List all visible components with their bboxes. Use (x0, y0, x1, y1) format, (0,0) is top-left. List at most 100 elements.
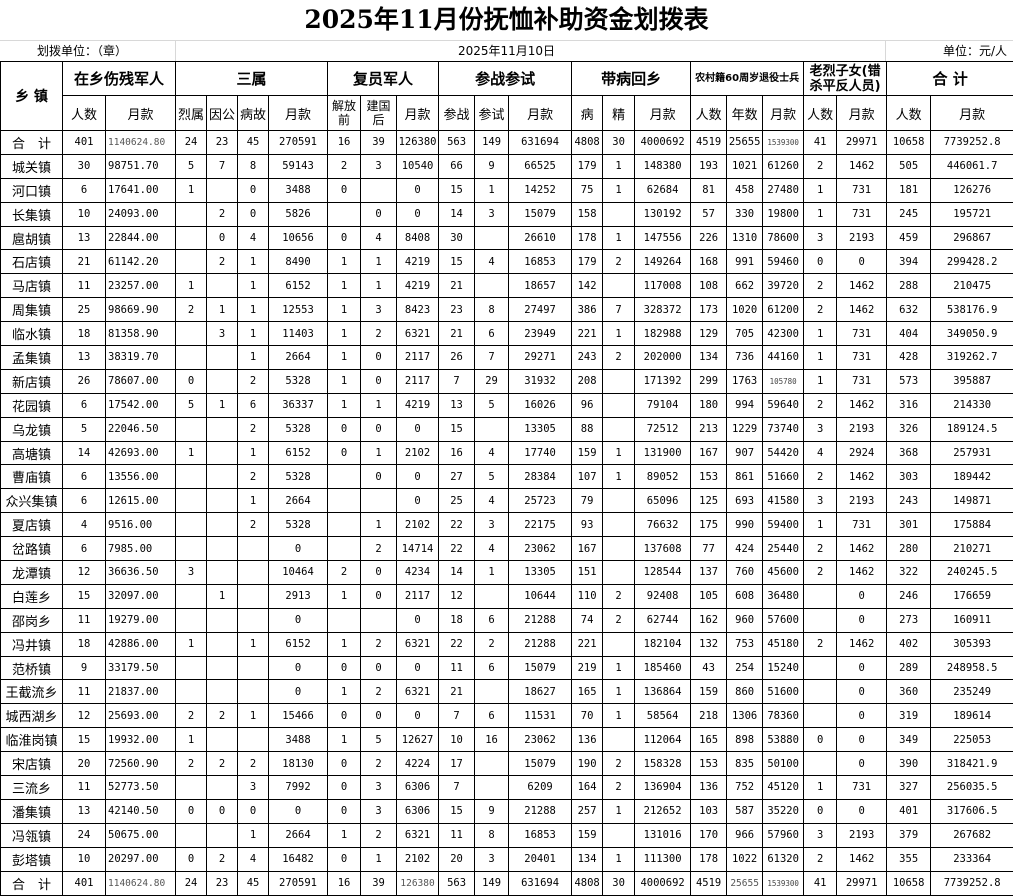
cell-月款: 8490 (269, 250, 328, 274)
cell-人数: 6 (63, 393, 106, 417)
cell-月款: 16026 (509, 393, 572, 417)
cell-参试 (475, 680, 509, 704)
cell-因公 (207, 537, 238, 561)
cell-月款: 2193 (837, 226, 887, 250)
cell-月款: 235249 (931, 680, 1013, 704)
cell-建国后: 1 (361, 441, 397, 465)
cell-月款: 6306 (397, 799, 439, 823)
cell-人数: 289 (887, 656, 931, 680)
cell-参试: 6 (475, 608, 509, 632)
cell-月款: 10540 (397, 154, 439, 178)
cell-人数: 12 (63, 561, 106, 585)
town-name: 马店镇 (1, 274, 63, 298)
cell-因公: 23 (207, 871, 238, 895)
cell-月款: 2102 (397, 847, 439, 871)
cell-病: 178 (572, 226, 603, 250)
cell-人数: 129 (691, 322, 727, 346)
cell-参战: 15 (439, 417, 475, 441)
cell-月款: 0 (269, 680, 328, 704)
cell-人数: 15 (63, 584, 106, 608)
cell-参战: 22 (439, 513, 475, 537)
cell-烈属: 1 (176, 441, 207, 465)
cell-月款: 22175 (509, 513, 572, 537)
cell-月款: 50675.00 (106, 823, 176, 847)
cell-月款: 256035.5 (931, 776, 1013, 800)
cell-参战: 13 (439, 393, 475, 417)
cell-人数: 273 (887, 608, 931, 632)
cell-病故: 2 (238, 417, 269, 441)
allocation-table: 乡 镇在乡伤残军人三属复员军人参战参试带病回乡农村籍60周岁退役士兵老烈子女(错… (0, 61, 1013, 896)
header-sub: 月款 (509, 96, 572, 131)
cell-建国后: 2 (361, 752, 397, 776)
cell-月款: 20297.00 (106, 847, 176, 871)
cell-建国后: 0 (361, 369, 397, 393)
cell-烈属: 1 (176, 728, 207, 752)
cell-精 (603, 417, 635, 441)
cell-月款: 24093.00 (106, 202, 176, 226)
cell-月款: 126380 (397, 871, 439, 895)
cell-年数: 25655 (727, 871, 763, 895)
cell-病: 142 (572, 274, 603, 298)
cell-参战: 23 (439, 298, 475, 322)
cell-月款: 0 (837, 250, 887, 274)
cell-人数: 77 (691, 537, 727, 561)
cell-月款: 50100 (763, 752, 804, 776)
cell-年数: 898 (727, 728, 763, 752)
cell-因公: 0 (207, 799, 238, 823)
cell-人数: 4 (63, 513, 106, 537)
cell-月款: 16853 (509, 250, 572, 274)
cell-病故: 1 (238, 704, 269, 728)
cell-病: 110 (572, 584, 603, 608)
cell-人数: 3 (804, 226, 837, 250)
cell-月款: 4219 (397, 274, 439, 298)
cell-月款: 14714 (397, 537, 439, 561)
cell-人数: 165 (691, 728, 727, 752)
cell-月款: 328372 (635, 298, 691, 322)
cell-病故: 0 (238, 178, 269, 202)
cell-解放前: 0 (328, 776, 361, 800)
cell-精: 1 (603, 154, 635, 178)
cell-人数: 1 (804, 346, 837, 370)
cell-精: 1 (603, 322, 635, 346)
cell-月款: 92408 (635, 584, 691, 608)
cell-月款: 25723 (509, 489, 572, 513)
cell-月款: 59400 (763, 513, 804, 537)
cell-人数: 3 (804, 823, 837, 847)
cell-月款: 731 (837, 346, 887, 370)
cell-人数: 11 (63, 776, 106, 800)
cell-人数: 3 (804, 489, 837, 513)
cell-人数: 13 (63, 799, 106, 823)
cell-精 (603, 489, 635, 513)
cell-参战: 7 (439, 776, 475, 800)
cell-月款: 158328 (635, 752, 691, 776)
cell-月款: 299428.2 (931, 250, 1013, 274)
cell-人数: 401 (887, 799, 931, 823)
cell-年数: 1021 (727, 154, 763, 178)
header-sub: 人数 (804, 96, 837, 131)
cell-精: 2 (603, 250, 635, 274)
cell-月款: 22046.50 (106, 417, 176, 441)
cell-月款: 3488 (269, 728, 328, 752)
cell-参试: 6 (475, 704, 509, 728)
cell-年数: 760 (727, 561, 763, 585)
cell-月款: 8408 (397, 226, 439, 250)
cell-月款: 17641.00 (106, 178, 176, 202)
cell-月款: 51660 (763, 465, 804, 489)
cell-人数: 181 (887, 178, 931, 202)
cell-月款: 0 (397, 417, 439, 441)
cell-月款: 72512 (635, 417, 691, 441)
cell-建国后 (361, 489, 397, 513)
cell-建国后: 1 (361, 847, 397, 871)
cell-因公: 1 (207, 393, 238, 417)
cell-人数: 0 (804, 250, 837, 274)
cell-参战: 21 (439, 322, 475, 346)
cell-人数: 170 (691, 823, 727, 847)
town-name: 彭塔镇 (1, 847, 63, 871)
header-sub: 人数 (887, 96, 931, 131)
cell-建国后: 3 (361, 776, 397, 800)
cell-精: 2 (603, 776, 635, 800)
town-name: 花园镇 (1, 393, 63, 417)
